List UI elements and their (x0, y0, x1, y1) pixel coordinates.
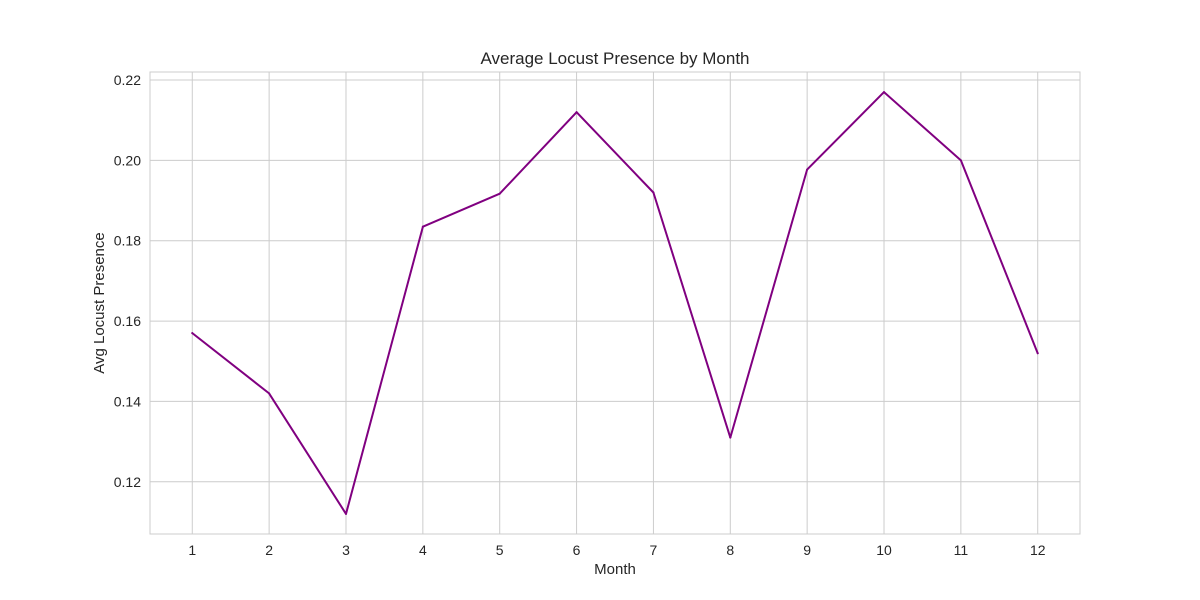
y-tick-label: 0.20 (114, 152, 141, 168)
data-point (959, 159, 962, 162)
x-tick-label: 1 (188, 542, 196, 558)
data-point (729, 436, 732, 439)
x-tick-label: 5 (496, 542, 504, 558)
data-point (268, 392, 271, 395)
y-tick-label: 0.16 (114, 313, 141, 329)
x-tick-label: 9 (803, 542, 811, 558)
data-point (191, 332, 194, 335)
y-tick-label: 0.12 (114, 474, 141, 490)
data-point (344, 512, 347, 515)
x-tick-label: 6 (573, 542, 581, 558)
data-point (1036, 352, 1039, 355)
plot-frame (149, 71, 1081, 535)
data-point (575, 111, 578, 114)
x-axis-label: Month (594, 561, 636, 578)
x-tick-label: 3 (342, 542, 350, 558)
x-tick-label: 2 (265, 542, 273, 558)
y-gridlines (150, 79, 1080, 483)
x-tick-label: 11 (954, 542, 969, 558)
data-point (498, 192, 501, 195)
y-axis-label: Avg Locust Presence (91, 232, 108, 373)
series-layer (191, 91, 1039, 515)
series-line (191, 91, 1039, 515)
x-tick-label: 12 (1030, 542, 1046, 558)
y-tick-labels: 0.12 0.14 0.16 0.18 0.20 0.22 (114, 72, 141, 490)
x-tick-label: 7 (650, 542, 658, 558)
plot-background (150, 72, 1080, 534)
data-point (806, 168, 809, 171)
x-tick-labels: 1 2 3 4 5 6 7 8 9 10 11 12 (188, 542, 1045, 558)
x-tick-label: 4 (419, 542, 427, 558)
x-gridlines (191, 72, 1039, 534)
y-tick-label: 0.18 (114, 233, 141, 249)
data-point (883, 91, 886, 94)
y-tick-label: 0.22 (114, 72, 141, 88)
x-tick-label: 8 (726, 542, 734, 558)
y-tick-label: 0.14 (114, 393, 141, 409)
x-tick-label: 10 (876, 542, 892, 558)
data-point (652, 191, 655, 194)
chart-title: Average Locust Presence by Month (480, 49, 749, 68)
data-point (421, 225, 424, 228)
